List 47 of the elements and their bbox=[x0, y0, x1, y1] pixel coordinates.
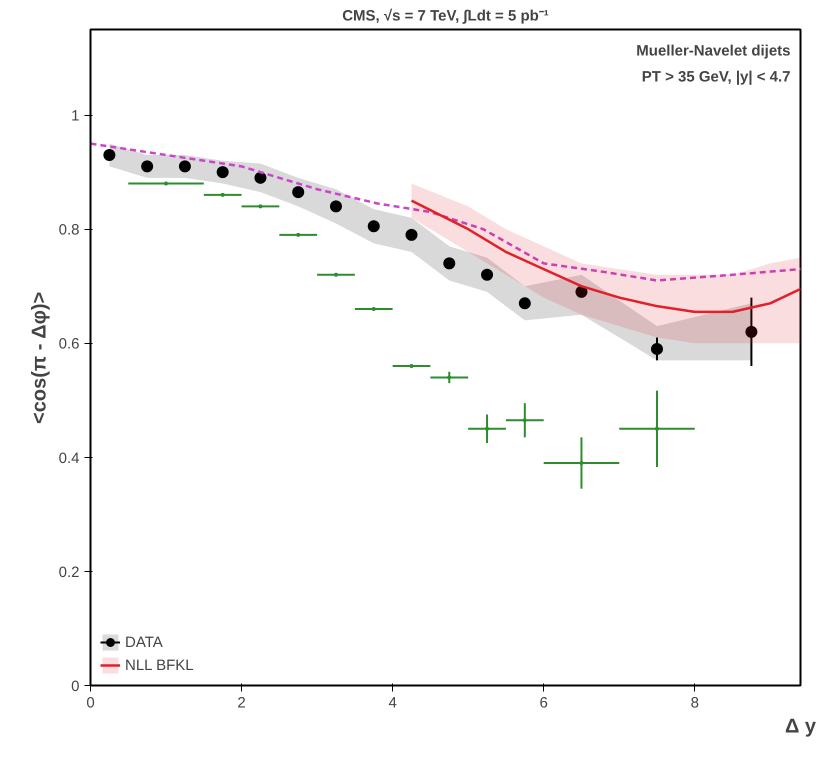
x-tick-label: 0 bbox=[86, 694, 95, 712]
point bbox=[406, 228, 418, 241]
chart-title: CMS, √s = 7 TeV, ∫Ldt = 5 pb⁻¹ bbox=[342, 8, 549, 24]
y-tick-label: 0.4 bbox=[58, 450, 80, 467]
point bbox=[368, 220, 380, 232]
x-tick-label: 2 bbox=[237, 694, 246, 712]
point bbox=[447, 375, 452, 380]
point bbox=[485, 426, 490, 431]
point bbox=[372, 307, 376, 312]
point bbox=[650, 342, 663, 355]
x-tick-label: 8 bbox=[690, 694, 699, 712]
legend-label: DATA bbox=[125, 634, 163, 650]
point bbox=[481, 268, 494, 281]
point bbox=[443, 257, 456, 270]
point bbox=[164, 182, 168, 186]
point bbox=[330, 200, 342, 212]
point bbox=[292, 186, 304, 198]
point bbox=[522, 418, 527, 422]
y-tick-label: 0.6 bbox=[58, 336, 80, 353]
legend-label: NLL BFKL bbox=[125, 656, 194, 674]
point bbox=[579, 461, 584, 466]
line-series bbox=[410, 199, 800, 314]
point bbox=[334, 272, 338, 277]
point bbox=[220, 192, 225, 197]
line-series bbox=[90, 142, 800, 282]
y-tick-label: 0 bbox=[71, 678, 80, 695]
annotation: PT > 35 GeV, |y| < 4.7 bbox=[642, 68, 791, 86]
point bbox=[518, 297, 531, 310]
x-tick-label: 6 bbox=[540, 694, 548, 712]
x-axis-title: Δ y bbox=[784, 716, 817, 738]
x-tick-label: 4 bbox=[388, 694, 397, 712]
y-tick-label: 0.2 bbox=[58, 564, 80, 581]
point bbox=[575, 286, 588, 298]
point bbox=[254, 172, 266, 184]
point bbox=[258, 204, 262, 208]
point bbox=[745, 326, 758, 338]
point bbox=[296, 232, 300, 237]
point bbox=[654, 426, 659, 431]
point bbox=[141, 160, 154, 172]
annotation: Mueller-Navelet dijets bbox=[636, 42, 790, 60]
point bbox=[178, 160, 191, 172]
point bbox=[216, 166, 229, 178]
point bbox=[410, 364, 414, 368]
point bbox=[103, 149, 116, 161]
y-axis-title: <cos(π - Δφ)> bbox=[28, 292, 51, 424]
y-tick-label: 0.8 bbox=[58, 222, 80, 239]
y-tick-label: 1 bbox=[71, 108, 80, 125]
